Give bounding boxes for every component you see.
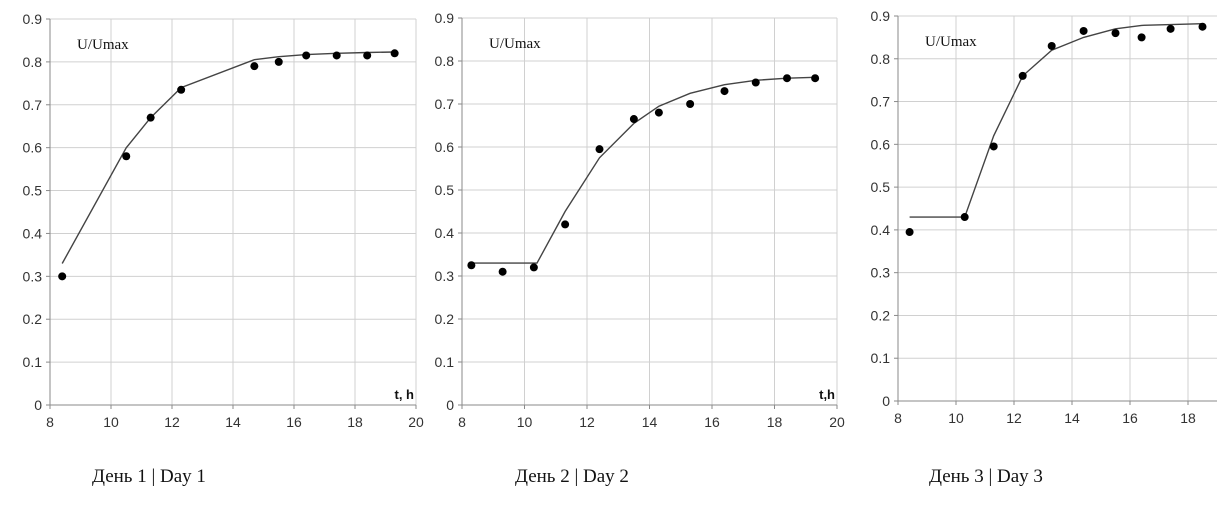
chart-1-xlabel: t, h — [395, 387, 415, 402]
chart-2-ytick-label: 0.3 — [435, 268, 455, 284]
chart-1-data-point — [250, 62, 259, 71]
chart-3-xtick-label: 16 — [1122, 410, 1138, 426]
chart-1-ytick-label: 0.1 — [23, 354, 43, 370]
chart-2-ytick-label: 0.8 — [435, 53, 455, 69]
chart-2-data-point — [783, 74, 791, 83]
chart-1-xtick-label: 16 — [286, 414, 302, 430]
chart-2-ytick-label: 0.9 — [435, 10, 455, 26]
chart-1-xtick-label: 14 — [225, 414, 241, 430]
chart-2-data-point — [561, 220, 570, 229]
chart-3-ytick-label: 0.5 — [871, 179, 891, 195]
chart-3-data-point — [1079, 26, 1088, 35]
chart-3-ytick-label: 0.7 — [871, 94, 891, 110]
chart-2-xtick-label: 10 — [517, 414, 533, 430]
chart-1-ytick-label: 0.5 — [23, 183, 43, 199]
chart-2-ytick-label: 0.7 — [435, 96, 455, 112]
chart-3-data-point — [1018, 71, 1027, 80]
chart-2-ytick-label: 0.2 — [435, 311, 455, 327]
chart-3-ytick-label: 0.9 — [871, 8, 891, 24]
chart-3-data-point — [1047, 41, 1056, 50]
chart-1-caption: День 1 | Day 1 — [92, 466, 206, 487]
chart-2-data-point — [751, 78, 760, 87]
chart-2-data-point — [686, 100, 695, 108]
chart-1-xtick-label: 18 — [347, 414, 363, 430]
chart-1-xtick-label: 20 — [408, 414, 424, 430]
chart-3-caption: День 3 | Day 3 — [929, 466, 1043, 487]
chart-1-ylabel: U/Umax — [77, 37, 129, 53]
chart-2-fit-line — [471, 76, 816, 264]
chart-3-xtick-label: 14 — [1064, 410, 1080, 426]
chart-3-ytick-label: 0.3 — [871, 265, 891, 281]
chart-1-ytick-label: 0 — [34, 397, 42, 413]
chart-1-ytick-label: 0.4 — [23, 225, 43, 241]
chart-1-xtick-label: 10 — [103, 414, 119, 430]
chart-3-data-point — [989, 142, 998, 151]
chart-2-data-point — [529, 263, 538, 272]
chart-2-ylabel: U/Umax — [489, 36, 541, 52]
chart-3-ytick-label: 0.6 — [871, 136, 891, 152]
chart-2-xtick-label: 16 — [704, 414, 720, 430]
chart-1-data-point — [332, 51, 341, 60]
chart-1-fit-line — [61, 51, 395, 264]
chart-3-data-point — [1137, 33, 1146, 42]
chart-2-data-point — [498, 267, 507, 276]
chart-2-xtick-label: 12 — [579, 414, 595, 430]
chart-1-data-point — [58, 272, 67, 281]
chart-2-ytick-label: 0.5 — [435, 182, 455, 198]
chart-2-caption: День 2 | Day 2 — [515, 466, 629, 487]
chart-3-data-point — [1166, 24, 1175, 33]
chart-1-data-point — [363, 51, 372, 60]
chart-3-ytick-label: 0.4 — [871, 222, 891, 238]
chart-1-ytick-label: 0.7 — [23, 97, 43, 113]
chart-2-data-point — [467, 261, 476, 270]
chart-3-xtick-label: 8 — [894, 410, 902, 426]
chart-1-ytick-label: 0.6 — [23, 140, 43, 156]
chart-2-data-point — [811, 74, 820, 83]
chart-2-data-point — [595, 145, 604, 154]
chart-2-data-point — [720, 87, 729, 96]
chart-1-xtick-label: 12 — [164, 414, 180, 430]
chart-1-data-point — [274, 57, 283, 66]
chart-3-fit-line — [909, 23, 1203, 218]
chart-3-data-point — [1111, 29, 1120, 38]
chart-1-xtick-label: 8 — [46, 414, 54, 430]
chart-3-ytick-label: 0.1 — [871, 350, 891, 366]
chart-3-data-point — [1198, 22, 1207, 31]
chart-1-data-point — [146, 113, 155, 122]
chart-1-ytick-label: 0.3 — [23, 268, 43, 284]
chart-1-data-point — [177, 85, 186, 94]
chart-2-ytick-label: 0 — [446, 397, 454, 413]
chart-2-data-point — [629, 115, 638, 124]
chart-3-xtick-label: 10 — [948, 410, 964, 426]
chart-2-xlabel: t,h — [819, 387, 835, 402]
chart-3-xtick-label: 18 — [1180, 410, 1196, 426]
chart-2-xtick-label: 20 — [829, 414, 845, 430]
chart-1-ytick-label: 0.9 — [23, 11, 43, 27]
chart-3-data-point — [960, 213, 969, 222]
chart-2-ytick-label: 0.1 — [435, 354, 455, 370]
chart-3-data-point — [905, 228, 914, 237]
chart-3-ytick-label: 0.8 — [871, 51, 891, 67]
chart-1-ytick-label: 0.8 — [23, 54, 43, 70]
chart-3-ylabel: U/Umax — [925, 34, 977, 50]
chart-2-data-point — [654, 108, 663, 117]
chart-2-xtick-label: 18 — [767, 414, 783, 430]
chart-2-ytick-label: 0.6 — [435, 139, 455, 155]
chart-1-data-point — [122, 152, 131, 161]
chart-2-xtick-label: 14 — [642, 414, 658, 430]
chart-1-ytick-label: 0.2 — [23, 311, 43, 327]
chart-3-ytick-label: 0.2 — [871, 307, 891, 323]
chart-2-ytick-label: 0.4 — [435, 225, 455, 241]
chart-3-xtick-label: 12 — [1006, 410, 1022, 426]
chart-1-data-point — [302, 51, 311, 60]
chart-3-ytick-label: 0 — [882, 393, 890, 409]
chart-2-xtick-label: 8 — [458, 414, 466, 430]
chart-1-data-point — [390, 49, 399, 58]
